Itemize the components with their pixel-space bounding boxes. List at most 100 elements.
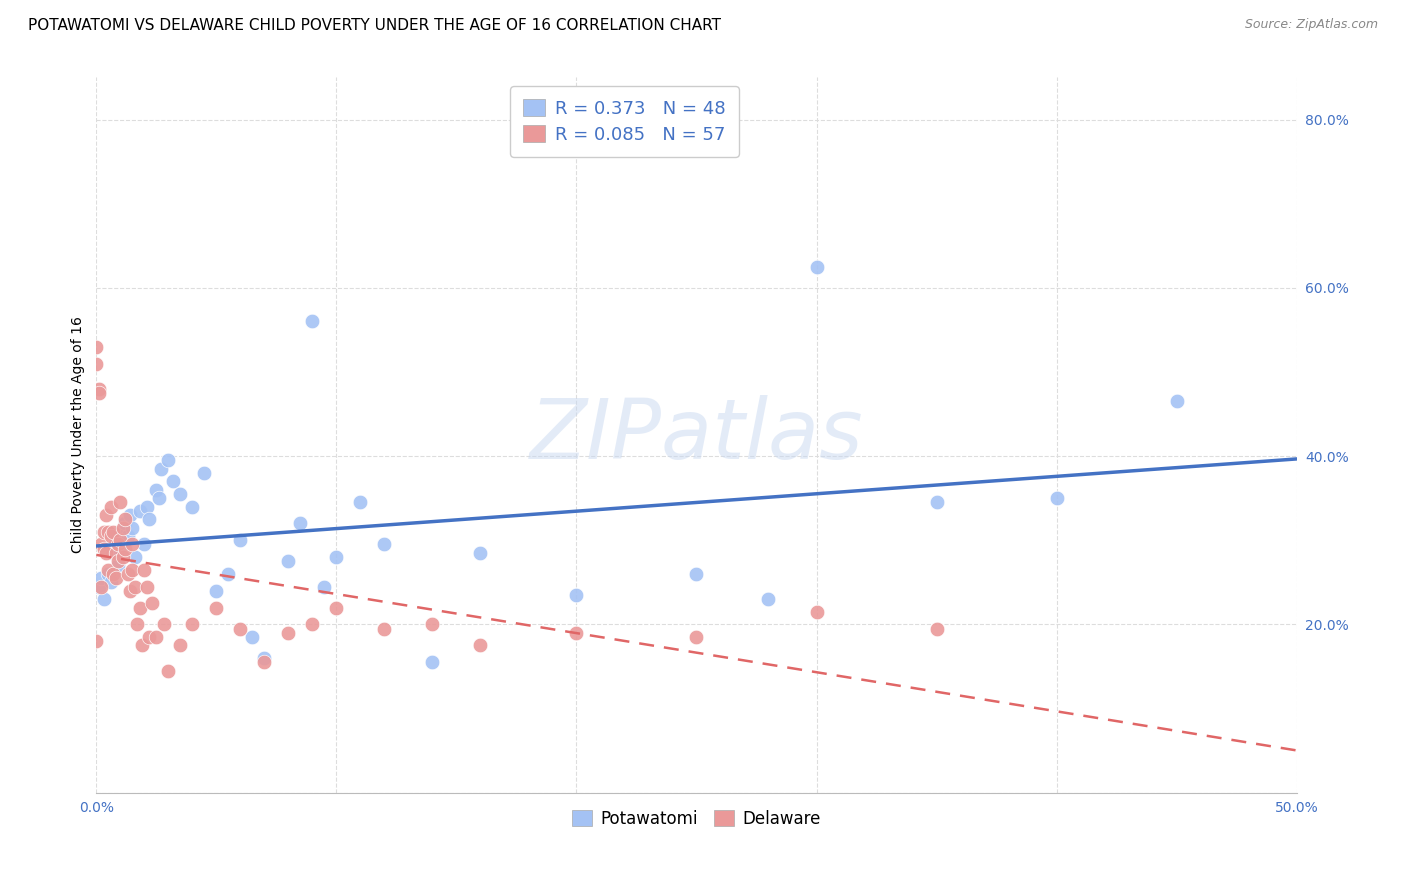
Point <box>97 566 120 581</box>
Text: ZIPatlas: ZIPatlas <box>530 394 863 475</box>
Point <box>124 550 146 565</box>
Point <box>124 580 146 594</box>
Point <box>925 495 948 509</box>
Point <box>118 508 141 522</box>
Point <box>127 617 149 632</box>
Point <box>111 537 134 551</box>
Point <box>162 475 184 489</box>
Point <box>111 520 134 534</box>
Point <box>758 592 780 607</box>
Point <box>135 580 157 594</box>
Point <box>152 617 174 632</box>
Point <box>325 550 347 565</box>
Point <box>181 617 204 632</box>
Point <box>470 546 492 560</box>
Point <box>121 520 143 534</box>
Point <box>470 639 492 653</box>
Point <box>422 617 444 632</box>
Point <box>118 583 141 598</box>
Point <box>90 537 112 551</box>
Point <box>145 483 167 497</box>
Point <box>100 500 122 514</box>
Point <box>565 588 588 602</box>
Point <box>134 537 156 551</box>
Point <box>422 655 444 669</box>
Point <box>229 622 252 636</box>
Point <box>806 605 828 619</box>
Point <box>107 537 129 551</box>
Point <box>138 630 160 644</box>
Point <box>349 495 371 509</box>
Point <box>93 524 115 539</box>
Point <box>277 625 299 640</box>
Point <box>87 382 110 396</box>
Point <box>128 600 150 615</box>
Point <box>87 580 110 594</box>
Point <box>253 655 276 669</box>
Point <box>97 524 120 539</box>
Point <box>253 651 276 665</box>
Point <box>90 580 112 594</box>
Point <box>86 357 108 371</box>
Point <box>135 500 157 514</box>
Point <box>148 491 170 505</box>
Point <box>100 529 122 543</box>
Point <box>138 512 160 526</box>
Point <box>134 563 156 577</box>
Point <box>325 600 347 615</box>
Point <box>101 546 124 560</box>
Point <box>301 314 323 328</box>
Point <box>145 630 167 644</box>
Point <box>806 260 828 274</box>
Point <box>150 461 173 475</box>
Point <box>104 571 127 585</box>
Point <box>169 639 191 653</box>
Point <box>193 466 215 480</box>
Point <box>205 600 228 615</box>
Point <box>107 554 129 568</box>
Point <box>141 596 163 610</box>
Point <box>205 583 228 598</box>
Point <box>114 541 136 556</box>
Point <box>314 580 336 594</box>
Point <box>86 634 108 648</box>
Point <box>114 512 136 526</box>
Point <box>277 554 299 568</box>
Point <box>93 592 115 607</box>
Point <box>117 566 139 581</box>
Point <box>117 529 139 543</box>
Y-axis label: Child Poverty Under the Age of 16: Child Poverty Under the Age of 16 <box>72 317 86 553</box>
Point <box>94 508 117 522</box>
Point <box>121 563 143 577</box>
Text: Source: ZipAtlas.com: Source: ZipAtlas.com <box>1244 18 1378 31</box>
Point <box>114 516 136 531</box>
Point <box>131 639 153 653</box>
Point <box>685 566 707 581</box>
Point <box>157 453 180 467</box>
Point <box>229 533 252 548</box>
Point <box>110 495 132 509</box>
Point <box>94 546 117 560</box>
Point <box>90 571 112 585</box>
Point <box>86 340 108 354</box>
Point <box>925 622 948 636</box>
Point <box>373 537 395 551</box>
Point <box>301 617 323 632</box>
Point <box>565 625 588 640</box>
Point <box>111 550 134 565</box>
Point <box>87 386 110 401</box>
Legend: Potawatomi, Delaware: Potawatomi, Delaware <box>565 803 828 834</box>
Point <box>685 630 707 644</box>
Point <box>107 558 129 573</box>
Point <box>373 622 395 636</box>
Point <box>104 546 127 560</box>
Point <box>157 664 180 678</box>
Point <box>93 541 115 556</box>
Point <box>101 566 124 581</box>
Point <box>101 524 124 539</box>
Point <box>217 566 239 581</box>
Point <box>290 516 312 531</box>
Point <box>169 487 191 501</box>
Point <box>1045 491 1067 505</box>
Point <box>181 500 204 514</box>
